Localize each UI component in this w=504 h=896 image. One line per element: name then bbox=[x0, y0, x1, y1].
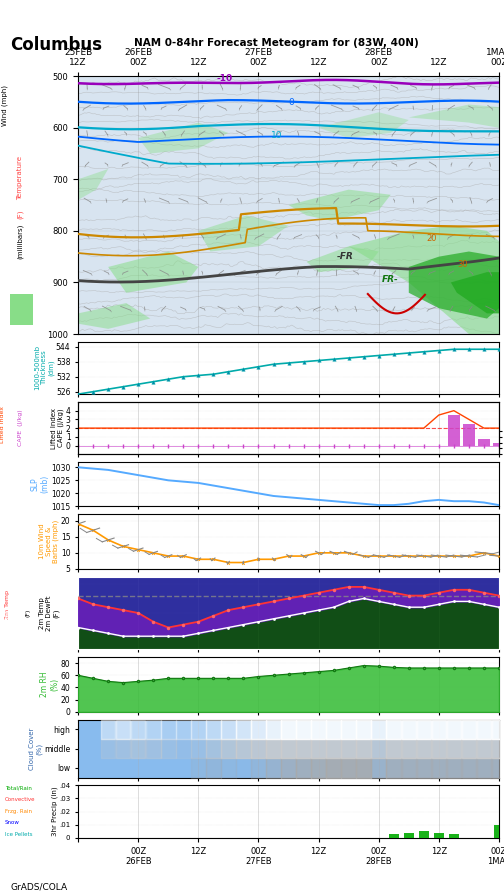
Polygon shape bbox=[288, 190, 391, 220]
Polygon shape bbox=[319, 112, 409, 138]
Text: Columbus: Columbus bbox=[10, 36, 102, 54]
Polygon shape bbox=[409, 252, 499, 319]
Text: Snow: Snow bbox=[5, 821, 20, 825]
Text: Ice Pellets: Ice Pellets bbox=[5, 832, 33, 837]
Text: 2m DewPt: 2m DewPt bbox=[5, 610, 10, 642]
Text: FR-: FR- bbox=[382, 275, 399, 284]
Text: Convective: Convective bbox=[5, 797, 36, 802]
Polygon shape bbox=[306, 246, 379, 272]
Y-axis label: Lifted Index
CAPE (J/kg): Lifted Index CAPE (J/kg) bbox=[51, 408, 64, 449]
Text: Frzg. Rain: Frzg. Rain bbox=[5, 809, 32, 814]
Polygon shape bbox=[138, 123, 228, 153]
Text: NAM 0-84hr Forecast Meteogram for (83W, 40N): NAM 0-84hr Forecast Meteogram for (83W, … bbox=[134, 38, 418, 47]
Text: 2m Temp: 2m Temp bbox=[5, 590, 10, 618]
Y-axis label: 10m Wind
Speed &
Barbs (mph): 10m Wind Speed & Barbs (mph) bbox=[39, 520, 59, 564]
Text: 20: 20 bbox=[427, 234, 437, 243]
Text: Total/Rain: Total/Rain bbox=[5, 786, 32, 790]
Text: 10: 10 bbox=[271, 131, 282, 140]
Bar bbox=[478, 439, 490, 445]
Y-axis label: 2m Temp
2m DewPt
(F): 2m Temp 2m DewPt (F) bbox=[39, 595, 59, 631]
Polygon shape bbox=[451, 272, 499, 314]
Y-axis label: 2m RH
(%): 2m RH (%) bbox=[40, 672, 59, 697]
Y-axis label: Cloud Cover
(%): Cloud Cover (%) bbox=[29, 728, 43, 770]
Y-axis label: 3hr Precip (in): 3hr Precip (in) bbox=[51, 787, 58, 836]
Text: -FR: -FR bbox=[337, 253, 353, 262]
Text: -10: -10 bbox=[216, 74, 232, 83]
Bar bbox=[463, 424, 475, 445]
Bar bbox=[448, 415, 460, 445]
Polygon shape bbox=[199, 215, 288, 252]
Text: Wind (mph): Wind (mph) bbox=[2, 85, 8, 126]
Polygon shape bbox=[78, 303, 150, 329]
Text: GrADS/COLA: GrADS/COLA bbox=[10, 883, 67, 892]
Polygon shape bbox=[108, 252, 199, 293]
Bar bbox=[494, 824, 504, 838]
Text: (millibars): (millibars) bbox=[17, 223, 23, 259]
Bar bbox=[389, 834, 399, 838]
Text: (F): (F) bbox=[17, 210, 23, 219]
Bar bbox=[419, 831, 429, 838]
Text: (F): (F) bbox=[25, 608, 30, 617]
Bar bbox=[449, 834, 459, 838]
Polygon shape bbox=[78, 169, 108, 200]
Bar bbox=[404, 832, 414, 838]
Polygon shape bbox=[409, 105, 499, 128]
Text: 0: 0 bbox=[288, 98, 294, 107]
Polygon shape bbox=[349, 226, 499, 334]
Y-axis label: 1000-500mb
Thickness
(dm): 1000-500mb Thickness (dm) bbox=[34, 346, 54, 391]
Text: CAPE  (J/kg): CAPE (J/kg) bbox=[18, 409, 23, 446]
Bar bbox=[434, 832, 444, 838]
Y-axis label: SLP
(mb): SLP (mb) bbox=[30, 475, 50, 494]
Text: Lifted Index: Lifted Index bbox=[0, 407, 5, 444]
Bar bbox=[493, 443, 504, 445]
Text: Temperature: Temperature bbox=[17, 156, 23, 200]
Text: 30: 30 bbox=[457, 260, 468, 269]
